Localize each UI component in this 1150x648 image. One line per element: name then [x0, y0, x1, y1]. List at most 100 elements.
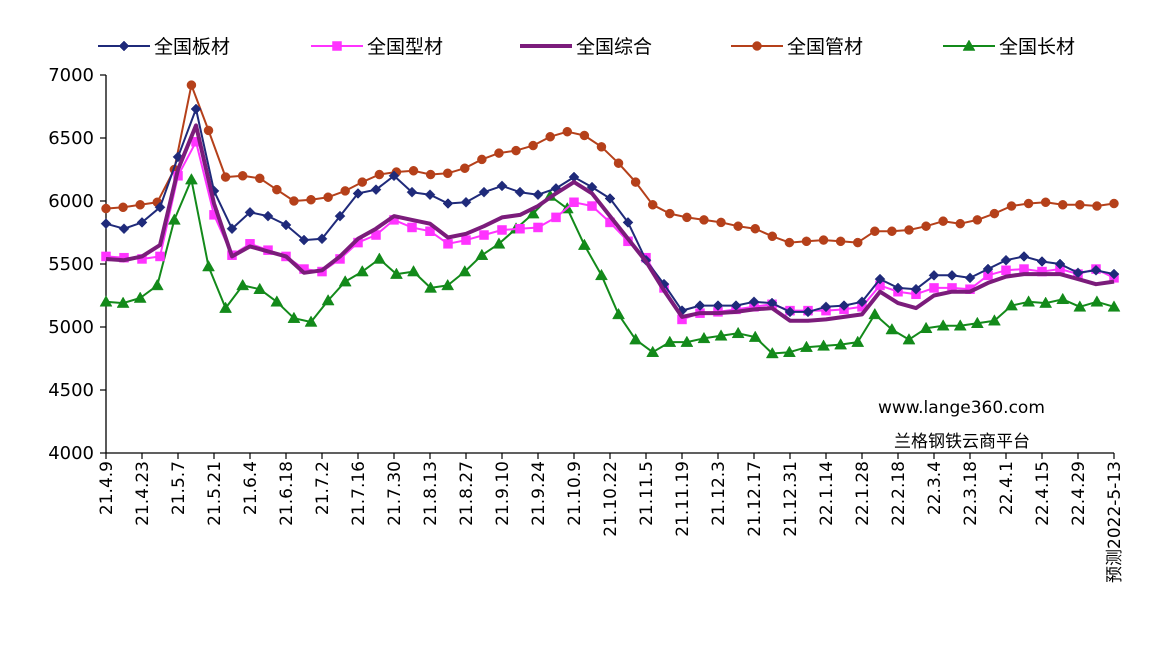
data-point — [496, 180, 508, 192]
data-point — [1073, 300, 1087, 312]
y-tick-label: 6000 — [48, 191, 94, 212]
data-point — [219, 301, 233, 313]
data-point — [441, 278, 455, 291]
x-tick-label: 21.7.30 — [385, 461, 405, 526]
data-point — [136, 217, 148, 228]
x-tick-label: 22.3.4 — [925, 461, 945, 515]
x-tick-label: 21.11.19 — [673, 461, 693, 537]
data-point — [372, 252, 386, 264]
data-point — [334, 210, 346, 222]
data-point — [955, 218, 965, 229]
x-tick-label: 21.10.9 — [565, 461, 585, 526]
x-tick-label: 22.4.15 — [1033, 461, 1053, 526]
data-point — [155, 251, 165, 262]
data-point — [442, 168, 453, 179]
data-point — [100, 218, 112, 230]
data-point — [1054, 258, 1066, 270]
x-tick-label: 21.6.18 — [277, 461, 297, 526]
data-point — [532, 189, 544, 201]
data-point — [545, 131, 555, 142]
data-point — [304, 315, 318, 327]
series-line — [105, 123, 1115, 323]
data-point — [116, 296, 130, 308]
data-point — [425, 226, 435, 236]
data-point — [870, 226, 880, 236]
data-point — [577, 238, 591, 250]
watermark-platform: 兰格钢铁云商平台 — [894, 432, 1030, 452]
data-point — [851, 335, 865, 347]
x-tick-label: 21.5.21 — [205, 461, 225, 526]
x-tick-label: 22.2.18 — [889, 461, 909, 526]
data-point — [1056, 292, 1070, 305]
y-tick-label: 4500 — [48, 380, 94, 401]
x-tick-label: 21.10.22 — [601, 461, 621, 537]
data-point — [262, 210, 274, 222]
watermark-url: www.lange360.com — [878, 398, 1045, 418]
data-point — [135, 200, 145, 210]
data-point — [460, 196, 472, 208]
data-point — [184, 173, 198, 185]
data-point — [801, 236, 812, 247]
data-point — [904, 225, 914, 235]
data-point — [1006, 201, 1017, 211]
data-point — [424, 281, 438, 293]
data-point — [458, 265, 472, 277]
data-point — [1092, 201, 1102, 211]
data-point — [714, 329, 728, 341]
data-point — [101, 203, 111, 214]
data-point — [887, 226, 897, 236]
series-4 — [99, 173, 1121, 359]
data-point — [1001, 265, 1011, 276]
data-point — [425, 169, 436, 180]
data-point — [1075, 200, 1085, 210]
data-point — [1109, 198, 1119, 209]
data-point — [133, 291, 147, 303]
data-point — [99, 295, 113, 307]
data-point — [989, 208, 1000, 219]
data-point — [515, 223, 525, 234]
data-point — [526, 207, 540, 219]
x-tick-label: 22.3.18 — [961, 461, 981, 526]
data-point — [629, 333, 643, 345]
data-point — [461, 235, 471, 245]
data-point — [928, 269, 940, 281]
data-point — [287, 311, 301, 323]
data-point — [355, 265, 369, 277]
data-point — [748, 330, 762, 342]
data-point — [938, 216, 948, 226]
data-point — [818, 235, 829, 245]
data-point — [562, 126, 573, 137]
data-point — [202, 260, 215, 272]
data-point — [852, 237, 863, 248]
data-point — [1039, 296, 1053, 308]
data-point — [236, 278, 250, 291]
x-axis: 21.4.9 21.4.23 21.5.7 21.5.21 21.6.4 21.6.18 2… — [97, 452, 1125, 583]
x-tick-label: 21.7.2 — [313, 461, 333, 515]
data-point — [964, 272, 976, 284]
data-point — [731, 326, 745, 339]
data-point — [306, 194, 316, 205]
data-point — [167, 213, 181, 225]
data-point — [298, 234, 310, 246]
data-point — [253, 282, 267, 294]
data-point — [255, 173, 265, 184]
data-point — [442, 198, 454, 209]
data-point — [406, 186, 418, 198]
x-tick-label: 21.9.24 — [529, 461, 549, 526]
data-point — [953, 319, 967, 331]
data-point — [579, 130, 590, 141]
data-point — [1090, 295, 1104, 307]
y-axis: 4000 4500 5000 5500 6000 6500 7000 — [48, 65, 107, 464]
data-point — [186, 80, 197, 90]
data-point — [885, 323, 899, 335]
data-point — [316, 233, 328, 245]
data-point — [694, 300, 706, 311]
data-point — [1107, 300, 1121, 312]
data-point — [390, 267, 403, 279]
data-point — [226, 223, 238, 235]
data-point — [712, 300, 724, 311]
data-point — [1040, 197, 1051, 208]
data-point — [767, 231, 778, 242]
data-point — [868, 307, 882, 320]
data-point — [750, 223, 760, 234]
